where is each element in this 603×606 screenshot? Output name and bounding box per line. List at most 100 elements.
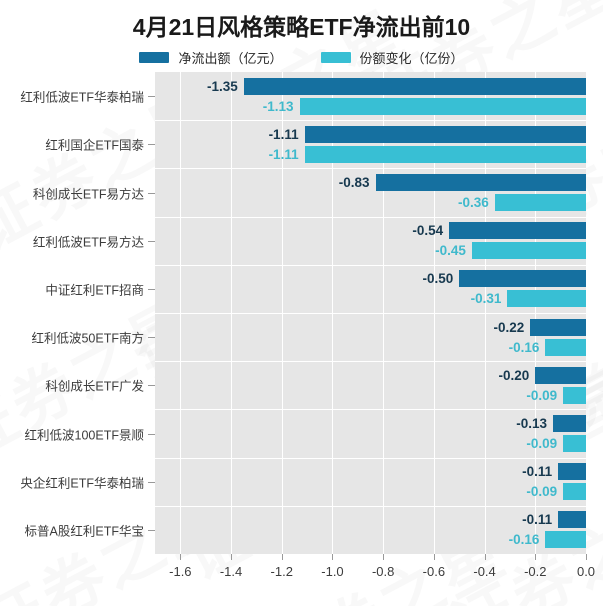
bar-value-label-net: -0.13: [516, 416, 548, 431]
bar-share[interactable]: [563, 435, 586, 452]
bar-value-label-share: -0.45: [435, 243, 466, 259]
bar-value-label-share: -0.36: [457, 195, 489, 210]
gridline-horizontal: [155, 409, 586, 411]
value-tick: [535, 554, 537, 560]
category-label: 红利国企ETF国泰: [45, 138, 144, 153]
bar-share[interactable]: [563, 483, 586, 501]
value-tick: [383, 554, 385, 560]
bar-value-label-net: -1.35: [206, 78, 238, 94]
bar-net[interactable]: [558, 511, 586, 529]
bar-share[interactable]: [545, 531, 586, 549]
bar-value-label-net: -0.83: [338, 175, 370, 190]
bars-layer: -1.35 -1.13 -1.11 -1.11 -0.83 -0.36 -0.54 -0.45…: [155, 72, 586, 554]
legend-label-share: 份额变化（亿份）: [359, 51, 464, 66]
legend-item-share[interactable]: 份额变化（亿份）: [320, 48, 464, 67]
category-label: 红利低波ETF华泰柏瑞: [20, 90, 144, 105]
legend-item-net[interactable]: 净流出额（亿元）: [139, 48, 283, 67]
value-tick-label: -1.6: [169, 564, 192, 579]
value-tick-label: 0.0: [576, 564, 596, 579]
category-tick: [148, 385, 155, 387]
value-tick-label: -0.8: [371, 564, 395, 579]
bar-net[interactable]: [535, 366, 586, 384]
bar-value-label-net: -0.20: [498, 367, 530, 383]
bar-share[interactable]: [494, 194, 586, 211]
value-tick: [586, 554, 587, 560]
gridline-horizontal: [155, 505, 586, 507]
plot-gridlines: [155, 72, 586, 554]
bar-value-label-share: -1.11: [268, 146, 299, 162]
bar-value-label-net: -0.54: [412, 223, 444, 239]
category-label: 中证红利ETF招商: [45, 283, 144, 298]
gridline-horizontal: [155, 120, 586, 122]
category-label: 红利低波100ETF景顺: [24, 428, 144, 442]
legend-swatch-net: [139, 52, 170, 63]
bar-share[interactable]: [299, 97, 586, 115]
legend-label-net: 净流出额（亿元）: [178, 51, 283, 66]
legend-swatch-share: [320, 52, 351, 63]
gridline-horizontal: [155, 457, 586, 459]
bar-net[interactable]: [304, 125, 586, 143]
gridline-horizontal: [155, 361, 586, 363]
value-axis: -1.6 -1.4 -1.2 -1.0 -0.8 -0.6 -0.4 -0.2 0.0: [155, 554, 595, 606]
bar-net[interactable]: [375, 174, 586, 191]
bar-value-label-net: -0.22: [493, 319, 525, 335]
value-tick-label: -0.4: [473, 564, 496, 579]
category-label: 科创成长ETF广发: [45, 379, 144, 394]
category-label: 科创成长ETF易方达: [32, 187, 144, 201]
bar-value-label-share: -0.31: [470, 291, 502, 307]
bar-net[interactable]: [459, 270, 586, 288]
category-label: 红利低波ETF易方达: [32, 235, 144, 250]
value-tick-label: -1.2: [270, 564, 293, 579]
bar-value-label-net: -1.11: [268, 126, 299, 142]
bar-value-label-share: -0.16: [508, 339, 540, 355]
bar-net[interactable]: [243, 77, 586, 95]
bar-value-label-net: -0.50: [422, 271, 454, 287]
bar-share[interactable]: [471, 242, 586, 260]
value-tick: [281, 554, 283, 560]
category-label: 央企红利ETF华泰柏瑞: [20, 476, 144, 491]
category-tick: [148, 240, 155, 242]
value-tick: [484, 554, 486, 560]
gridline-horizontal: [155, 168, 586, 170]
bar-share[interactable]: [507, 290, 586, 308]
category-tick: [148, 529, 155, 531]
plot-area: -1.35 -1.13 -1.11 -1.11 -0.83 -0.36 -0.54 -0.45…: [155, 72, 586, 554]
category-tick: [148, 433, 155, 435]
value-tick: [332, 554, 334, 560]
bar-value-label-share: -0.09: [526, 436, 558, 451]
bar-net[interactable]: [558, 463, 586, 481]
page-title: 4月21日风格策略ETF净流出前10: [132, 14, 471, 40]
bar-value-label-net: -0.11: [522, 464, 553, 480]
value-tick: [231, 554, 233, 560]
category-tick: [148, 481, 155, 483]
bar-value-label-net: -0.11: [522, 512, 553, 528]
bar-share[interactable]: [563, 386, 586, 404]
bar-value-label-share: -1.13: [262, 98, 294, 114]
category-tick: [148, 192, 155, 194]
bar-value-label-share: -0.16: [508, 532, 540, 548]
value-tick: [180, 554, 182, 560]
gridline-horizontal: [155, 264, 586, 266]
bar-value-label-share: -0.09: [526, 387, 558, 403]
bar-share[interactable]: [545, 338, 586, 356]
chart-legend: 净流出额（亿元） 份额变化（亿份）: [0, 48, 603, 67]
bar-net[interactable]: [553, 415, 586, 432]
bar-net[interactable]: [530, 318, 586, 336]
gridline-horizontal: [155, 216, 586, 218]
category-tick: [148, 96, 155, 98]
value-tick: [433, 554, 435, 560]
category-axis: 红利低波ETF华泰柏瑞红利国企ETF国泰科创成长ETF易方达 红利低波ETF易方达…: [0, 72, 155, 554]
category-tick: [148, 144, 155, 146]
category-label: 标普A股红利ETF华宝: [24, 524, 144, 539]
bar-share[interactable]: [304, 145, 586, 163]
category-tick: [148, 337, 155, 339]
bar-value-label-share: -0.09: [526, 484, 558, 500]
value-tick-label: -1.4: [219, 564, 243, 579]
value-tick-label: -0.2: [524, 564, 547, 579]
gridline-horizontal: [155, 313, 586, 314]
category-tick: [148, 288, 155, 290]
value-tick-label: -0.6: [422, 564, 446, 579]
value-tick-label: -1.0: [321, 564, 344, 579]
bar-net[interactable]: [449, 222, 586, 240]
